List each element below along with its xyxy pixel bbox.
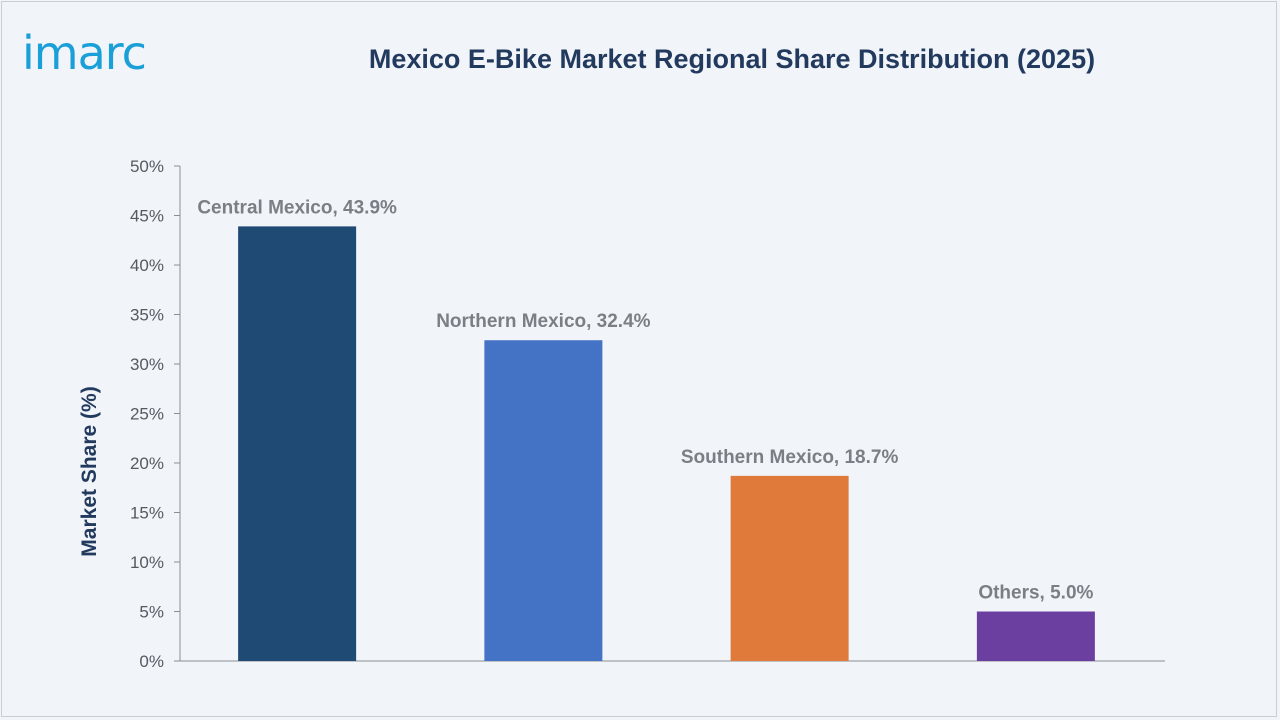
y-tick-label: 0% [139,652,164,671]
y-tick-label: 5% [139,603,164,622]
bar-southern-mexico [730,475,849,661]
y-tick-label: 35% [130,306,164,325]
y-tick-label: 45% [130,207,164,226]
y-tick-label: 40% [130,256,164,275]
y-tick-label: 20% [130,454,164,473]
y-tick-label: 10% [130,553,164,572]
data-label: Central Mexico, 43.9% [197,197,397,218]
bar-northern-mexico [484,340,603,661]
imarc-logo: imarc [22,22,207,82]
bar-central-mexico [238,226,357,661]
data-label: Northern Mexico, 32.4% [436,311,650,332]
y-tick-label: 15% [130,504,164,523]
chart-title: Mexico E-Bike Market Regional Share Dist… [368,44,1096,74]
y-tick-label: 25% [130,405,164,424]
data-label: Others, 5.0% [978,583,1093,604]
y-tick-label: 30% [130,355,164,374]
data-label: Southern Mexico, 18.7% [681,447,899,468]
y-tick-label: 50% [130,157,164,176]
logo-text: imarc [22,26,147,80]
y-axis-title: Market Share (%) [78,386,101,556]
bar-others [976,611,1095,661]
